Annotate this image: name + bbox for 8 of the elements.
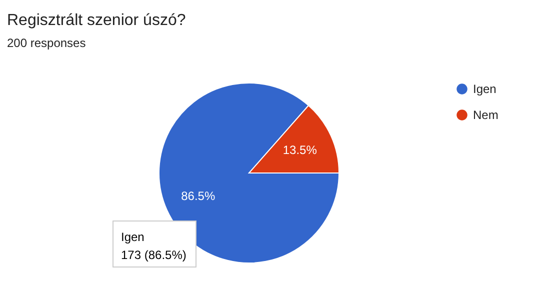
chart-title: Regisztrált szenior úszó? <box>7 12 186 29</box>
text: 173 (86.5%) <box>121 248 186 262</box>
text: 200 responses <box>7 36 86 50</box>
data-label: 13.5% <box>282 143 318 158</box>
legend-label: Igen <box>473 82 496 96</box>
data-label: 86.5% <box>181 188 216 203</box>
legend-label: Nem <box>473 108 498 122</box>
text: Igen <box>121 230 144 244</box>
